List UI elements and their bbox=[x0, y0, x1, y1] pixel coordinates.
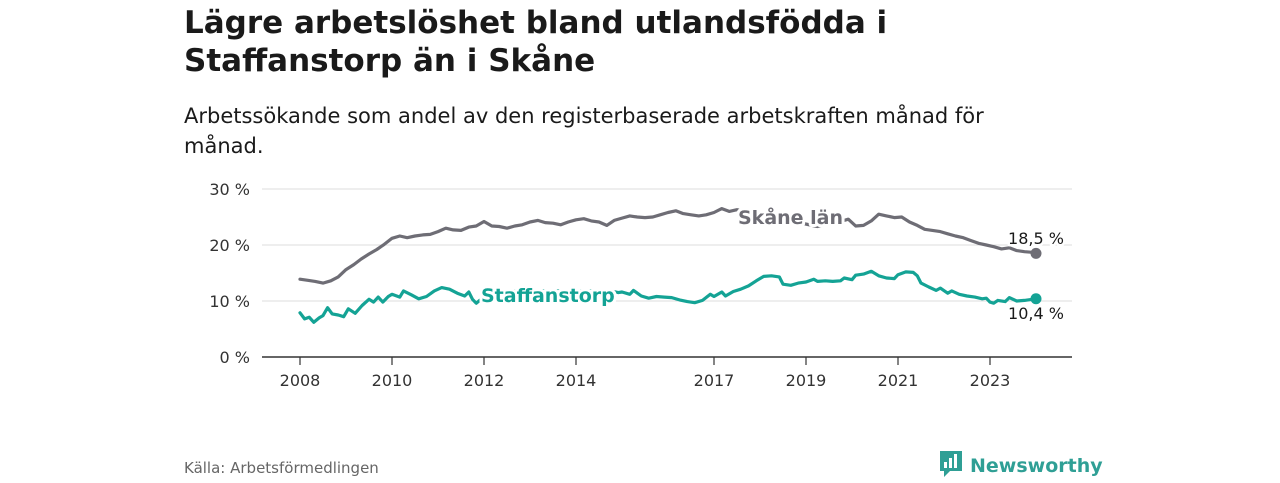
end-value-label-staffanstorp: 10,4 % bbox=[1008, 304, 1064, 323]
brand-name: Newsworthy bbox=[970, 455, 1103, 477]
x-tick-label: 2008 bbox=[280, 371, 321, 390]
line-chart: 0 % 10 % 20 % 30 % 2008 2010 2012 2014 2017 2019… bbox=[209, 180, 1072, 390]
x-tick-label: 2014 bbox=[556, 371, 597, 390]
end-point-skane bbox=[1030, 247, 1042, 259]
newsworthy-chart-icon bbox=[938, 449, 964, 483]
end-point-staffanstorp bbox=[1030, 293, 1042, 305]
x-tick-label: 2012 bbox=[464, 371, 505, 390]
chart-subtitle: Arbetssökande som andel av den registerb… bbox=[184, 104, 984, 158]
y-tick-label: 10 % bbox=[209, 292, 250, 311]
chart-title: Lägre arbetslöshet bland utlandsfödda i … bbox=[184, 5, 888, 79]
series-label-skane: Skåne län bbox=[738, 205, 843, 229]
newsworthy-logo[interactable]: Newsworthy bbox=[938, 449, 1103, 483]
source-note: Källa: Arbetsförmedlingen bbox=[184, 459, 379, 477]
x-tick-label: 2021 bbox=[878, 371, 919, 390]
x-tick-label: 2019 bbox=[786, 371, 827, 390]
series-line-skane bbox=[298, 207, 1038, 285]
series-labels: Skåne län 18,5 % Staffanstorp 10,4 % bbox=[478, 202, 1066, 326]
y-axis-tick-labels: 0 % 10 % 20 % 30 % bbox=[209, 180, 250, 367]
end-value-label-skane: 18,5 % bbox=[1008, 229, 1064, 248]
x-tick-label: 2010 bbox=[372, 371, 413, 390]
series-label-staffanstorp: Staffanstorp bbox=[481, 285, 615, 307]
series-lines bbox=[298, 207, 1042, 324]
x-tick-label: 2023 bbox=[970, 371, 1011, 390]
y-tick-label: 20 % bbox=[209, 236, 250, 255]
series-line-staffanstorp bbox=[298, 269, 1038, 324]
y-tick-label: 30 % bbox=[209, 180, 250, 199]
gridlines bbox=[262, 188, 1072, 302]
x-axis: 2008 2010 2012 2014 2017 2019 2021 2023 bbox=[262, 356, 1072, 390]
y-tick-label: 0 % bbox=[220, 348, 250, 367]
x-tick-label: 2017 bbox=[694, 371, 735, 390]
